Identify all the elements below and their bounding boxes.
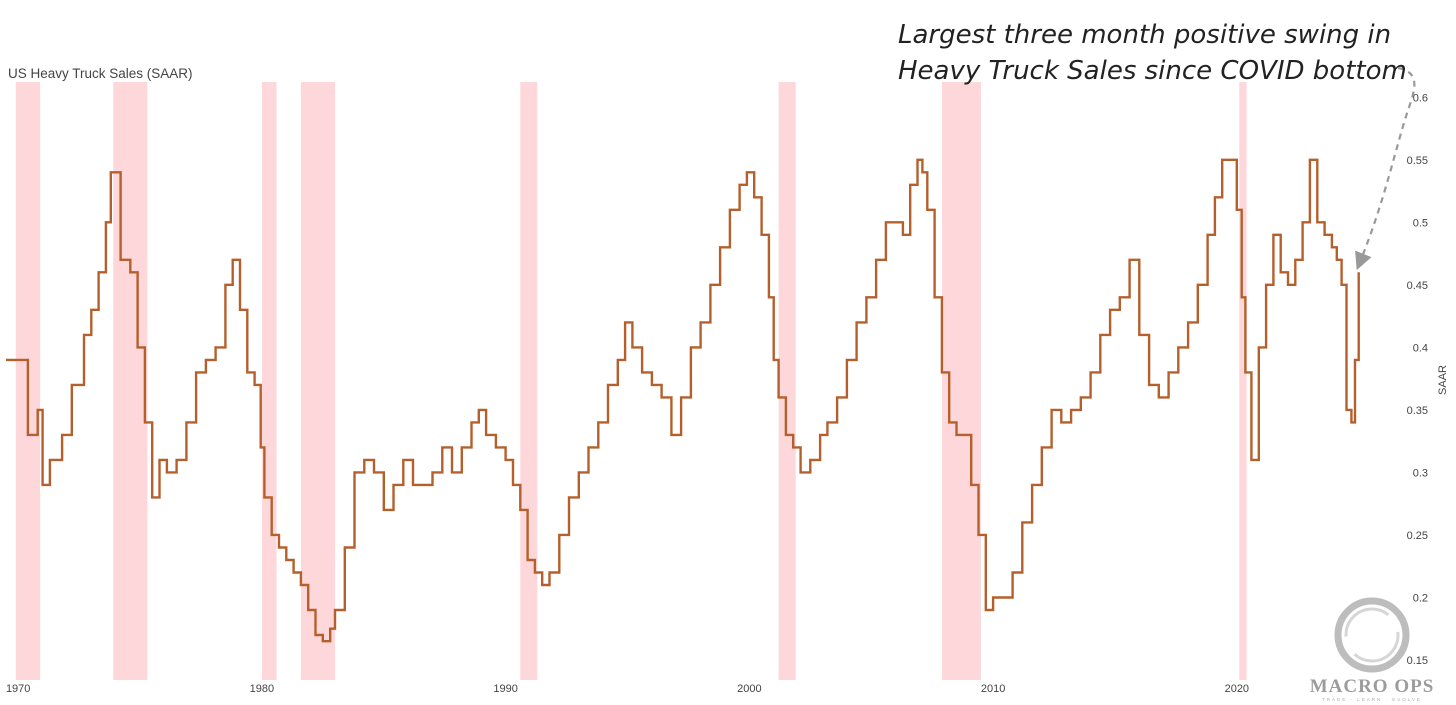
x-tick-label: 1980 xyxy=(250,683,274,695)
logo-text: MACRO OPS xyxy=(1310,676,1435,697)
recession-band-3 xyxy=(300,82,336,680)
logo-ring-icon xyxy=(1334,597,1410,673)
y-tick-label: 0.55 xyxy=(1407,155,1428,167)
y-axis-label: SAAR xyxy=(1437,365,1449,395)
series-layer xyxy=(6,158,1360,643)
recession-band-4 xyxy=(520,82,538,680)
recession-shading xyxy=(15,82,1247,680)
y-tick-label: 0.5 xyxy=(1413,217,1428,229)
x-tick-label: 2010 xyxy=(981,683,1005,695)
x-tick-label: 2000 xyxy=(737,683,761,695)
annotation-arrow xyxy=(1355,66,1416,271)
annotation-line-1: Largest three month positive swing in xyxy=(898,20,1391,50)
logo-inner-ring-icon xyxy=(1344,607,1400,663)
recession-band-1 xyxy=(113,82,148,680)
x-tick-label: 2020 xyxy=(1225,683,1249,695)
y-tick-label: 0.3 xyxy=(1413,467,1428,479)
y-tick-label: 0.2 xyxy=(1413,592,1428,604)
y-tick-label: 0.4 xyxy=(1413,342,1428,354)
y-tick-label: 0.45 xyxy=(1407,280,1428,292)
series-line-0 xyxy=(6,158,1360,643)
logo-tagline: TRADE · LEARN · EVOLVE xyxy=(1322,697,1422,702)
recession-band-5 xyxy=(778,82,796,680)
chart-title: US Heavy Truck Sales (SAAR) xyxy=(8,66,193,81)
recession-band-7 xyxy=(1239,82,1247,680)
recession-band-2 xyxy=(261,82,277,680)
macro-ops-logo: MACRO OPS TRADE · LEARN · EVOLVE xyxy=(1310,597,1435,702)
x-tick-label: 1970 xyxy=(6,683,30,695)
y-axis: 0.15 0.2 0.25 0.3 0.35 0.4 0.45 0.5 0.55 0.6 xyxy=(1407,92,1428,667)
y-tick-label: 0.35 xyxy=(1407,405,1428,417)
y-tick-label: 0.6 xyxy=(1413,92,1428,104)
x-tick-label: 1990 xyxy=(493,683,517,695)
recession-band-6 xyxy=(941,82,981,680)
y-tick-label: 0.25 xyxy=(1407,530,1428,542)
annotation-line-2: Heavy Truck Sales since COVID bottom xyxy=(898,56,1407,86)
x-axis: 1970 1980 1990 2000 2010 2020 xyxy=(6,683,1249,695)
y-tick-label: 0.15 xyxy=(1407,655,1428,667)
